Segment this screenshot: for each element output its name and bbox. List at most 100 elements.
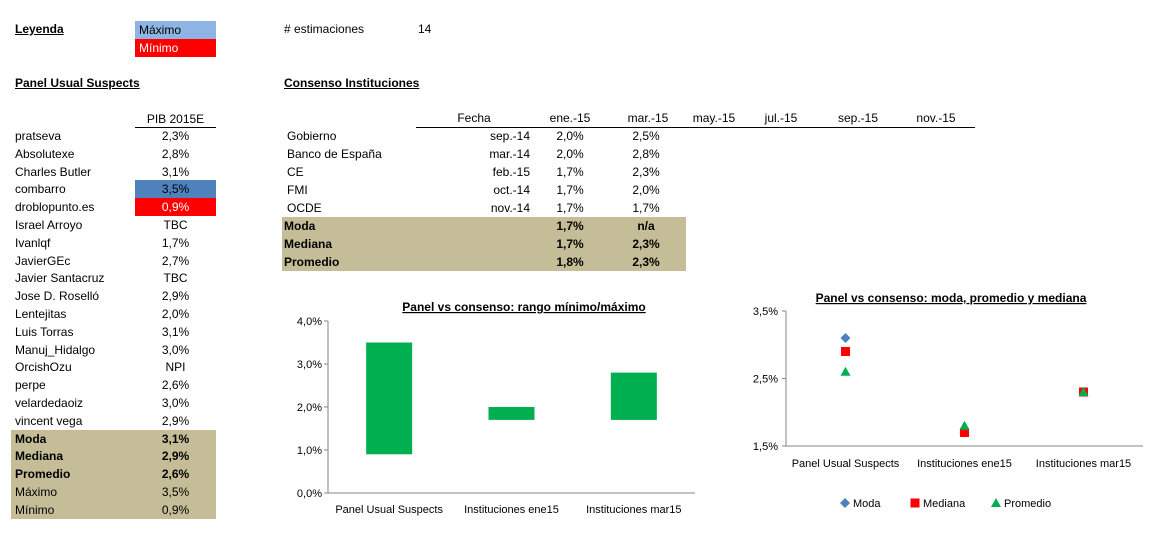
consenso-stat-ene: 1,8%: [556, 255, 584, 269]
consenso-row-ene: 2,0%: [556, 147, 584, 161]
consenso-row: CE feb.-15 1,7% 2,3%: [282, 163, 702, 181]
consenso-row-name: CE: [287, 165, 304, 179]
panel-row-name: Luis Torras: [15, 324, 74, 339]
range-bar: [366, 342, 413, 455]
consenso-header-cell: nov.-15: [916, 111, 956, 125]
panel-row-name: Charles Butler: [15, 164, 92, 179]
panel-stat-value: 0,9%: [161, 502, 190, 517]
range-y-tick-label: 0,0%: [297, 488, 322, 500]
consenso-row: OCDE nov.-14 1,7% 1,7%: [282, 199, 702, 217]
panel-row-value: TBC: [163, 218, 188, 232]
consenso-row: Gobierno sep.-14 2,0% 2,5%: [282, 127, 702, 145]
panel-stat-name: Máximo: [15, 485, 58, 499]
panel-stat-name: Mínimo: [15, 502, 55, 517]
panel-row-value: 3,1%: [161, 164, 190, 179]
consenso-stat-name: Mediana: [284, 237, 333, 251]
panel-row: Israel Arroyo TBC: [11, 216, 216, 234]
panel-stat-value: 2,6%: [161, 467, 190, 482]
consenso-row-mar: 1,7%: [632, 201, 660, 215]
panel-row-name: Ivanlqf: [15, 235, 51, 250]
panel-row-value: 2,3%: [161, 129, 190, 143]
scatter-point-promedio: [959, 420, 970, 430]
panel-row-name: Manuj_Hidalgo: [15, 342, 96, 357]
range-y-tick-label: 1,0%: [297, 445, 322, 457]
consenso-row-fecha: mar.-14: [489, 147, 530, 161]
legend-label-moda: Moda: [853, 498, 881, 510]
scatter-chart-title: Panel vs consenso: moda, promedio y medi…: [816, 291, 1087, 305]
consenso-header-cell: mar.-15: [627, 111, 669, 125]
consenso-stat-row: Mediana 1,7% 2,3%: [282, 235, 686, 253]
panel-stat-row: Mínimo 0,9%: [11, 500, 216, 519]
scatter-y-tick-label: 3,5%: [753, 306, 778, 318]
panel-row-name: velardedaoiz: [15, 396, 84, 410]
consenso-stat-ene: 1,7%: [556, 219, 584, 233]
panel-row-name: Lentejitas: [15, 307, 67, 321]
legend-label-promedio: Promedio: [1004, 498, 1051, 510]
panel-stat-row: Promedio 2,6%: [11, 465, 216, 484]
consenso-row-ene: 1,7%: [556, 201, 584, 215]
range-chart: Panel vs consenso: rango mínimo/máximo 0…: [297, 300, 695, 516]
panel-row-name: JavierGEc: [15, 253, 71, 268]
panel-stat-name: Moda: [15, 431, 47, 446]
legend-marker-promedio: [991, 498, 1001, 507]
consenso-row-fecha: feb.-15: [492, 165, 530, 179]
panel-row-value: TBC: [163, 271, 188, 286]
panel-row-value: 1,7%: [161, 235, 190, 250]
panel-row-name: Israel Arroyo: [15, 218, 83, 232]
panel-row-value: NPI: [165, 360, 186, 375]
scatter-x-tick-label: Panel Usual Suspects: [792, 458, 900, 470]
consenso-stat-row: Promedio 1,8% 2,3%: [282, 253, 686, 271]
consenso-row-name: Gobierno: [287, 129, 337, 143]
panel-stat-row: Moda 3,1%: [11, 429, 216, 448]
consenso-row-mar: 2,3%: [632, 165, 660, 179]
consenso-row-ene: 1,7%: [556, 165, 584, 179]
scatter-point-mediana: [841, 347, 850, 356]
consenso-stat-mar: 2,3%: [632, 255, 660, 269]
range-x-tick-label: Instituciones mar15: [586, 504, 681, 516]
consenso-header-cell: Fecha: [457, 111, 491, 125]
consenso-row-ene: 2,0%: [556, 129, 584, 143]
consenso-stat-mar: n/a: [637, 219, 655, 233]
panel-row: perpe 2,6%: [11, 376, 216, 394]
consenso-title: Consenso Instituciones: [284, 76, 420, 90]
panel-row-value: 0,9%: [135, 198, 216, 217]
consenso-header-line: [416, 127, 975, 128]
consenso-stat-name: Moda: [284, 219, 316, 233]
legend-marker-mediana: [910, 498, 920, 508]
consenso-row-mar: 2,8%: [632, 147, 660, 161]
scatter-chart: Panel vs consenso: moda, promedio y medi…: [753, 291, 1143, 510]
consenso-row-fecha: nov.-14: [490, 201, 530, 215]
panel-row: JavierGEc 2,7%: [11, 252, 216, 270]
panel-row-value: 3,1%: [161, 324, 190, 339]
panel-stat-value: 3,5%: [161, 485, 190, 499]
range-y-tick-label: 4,0%: [297, 316, 322, 328]
consenso-row-fecha: sep.-14: [489, 129, 530, 143]
panel-row: droblopunto.es 0,9%: [11, 198, 216, 217]
panel-row: Charles Butler 3,1%: [11, 163, 216, 181]
scatter-point-moda: [840, 333, 851, 343]
panel-row-value: 2,0%: [161, 307, 190, 321]
panel-row: Luis Torras 3,1%: [11, 323, 216, 341]
panel-row-name: Absolutexe: [15, 146, 75, 161]
panel-row-value: 2,9%: [161, 413, 190, 428]
panel-row-value: 2,6%: [161, 378, 190, 393]
range-chart-title: Panel vs consenso: rango mínimo/máximo: [402, 300, 645, 314]
panel-row: Lentejitas 2,0%: [11, 305, 216, 323]
estimaciones-label: # estimaciones: [284, 22, 365, 36]
consenso-row-name: Banco de España: [287, 147, 382, 161]
consenso-row: FMI oct.-14 1,7% 2,0%: [282, 181, 702, 199]
consenso-row-name: FMI: [287, 183, 308, 197]
panel-stat-value: 2,9%: [161, 449, 190, 464]
scatter-y-tick-label: 1,5%: [753, 441, 778, 453]
panel-row-value: 3,5%: [135, 180, 216, 199]
range-bar: [488, 407, 535, 420]
consenso-header-cell: sep.-15: [837, 111, 879, 125]
consenso-stat-name: Promedio: [284, 255, 340, 269]
panel-row-name: droblopunto.es: [15, 200, 95, 215]
legend-label-mediana: Mediana: [923, 498, 966, 510]
panel-row-name: vincent vega: [15, 413, 83, 428]
panel-row-name: Javier Santacruz: [15, 271, 105, 286]
panel-stat-value: 3,1%: [161, 431, 190, 446]
panel-title: Panel Usual Suspects: [15, 76, 140, 90]
consenso-stat-mar: 2,3%: [632, 237, 660, 251]
